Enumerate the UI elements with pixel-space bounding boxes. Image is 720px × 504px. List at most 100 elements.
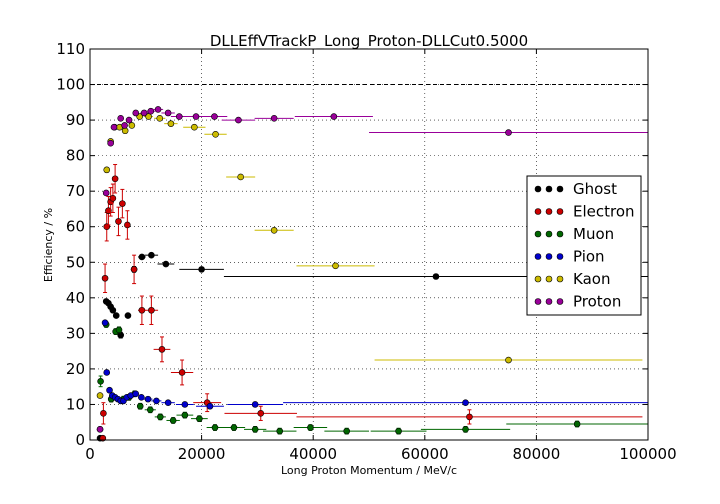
y-tick-label: 60 bbox=[66, 218, 85, 236]
y-tick-label: 50 bbox=[66, 253, 85, 271]
legend-marker bbox=[545, 253, 553, 260]
data-point bbox=[169, 417, 177, 424]
data-point bbox=[125, 116, 133, 124]
data-point bbox=[140, 109, 148, 117]
data-point bbox=[462, 399, 469, 406]
data-point bbox=[112, 312, 120, 319]
data-point bbox=[106, 386, 113, 394]
data-point bbox=[198, 266, 205, 273]
y-tick-label: 70 bbox=[66, 182, 85, 200]
legend-label: Ghost bbox=[573, 180, 617, 198]
data-point bbox=[130, 266, 138, 273]
legend-marker bbox=[545, 298, 553, 305]
data-point bbox=[138, 394, 145, 401]
data-point bbox=[103, 166, 111, 174]
data-point bbox=[211, 113, 218, 120]
data-point bbox=[107, 139, 114, 147]
x-tick-label: 100000 bbox=[619, 445, 676, 463]
data-point bbox=[235, 116, 242, 124]
data-point bbox=[119, 200, 126, 207]
data-point bbox=[144, 395, 152, 403]
y-tick-label: 0 bbox=[75, 431, 85, 449]
legend-marker bbox=[545, 185, 553, 193]
legend-marker bbox=[556, 230, 564, 238]
data-point bbox=[251, 426, 259, 433]
x-tick-label: 40000 bbox=[289, 445, 337, 463]
data-point bbox=[138, 306, 146, 314]
legend-marker bbox=[534, 275, 542, 283]
legend-item-proton: Proton bbox=[534, 293, 621, 311]
legend-marker bbox=[556, 253, 564, 260]
legend-item-muon: Muon bbox=[534, 225, 614, 243]
data-point bbox=[175, 113, 183, 120]
data-point bbox=[96, 392, 104, 399]
legend-marker bbox=[534, 230, 542, 238]
data-point bbox=[211, 424, 219, 431]
data-point bbox=[156, 115, 164, 122]
data-point bbox=[148, 251, 155, 259]
y-axis-label: Efficiency / % bbox=[42, 208, 55, 282]
legend-label: Muon bbox=[573, 225, 614, 243]
data-point bbox=[154, 106, 162, 113]
data-point bbox=[505, 356, 512, 364]
data-point bbox=[110, 123, 118, 131]
legend-marker bbox=[534, 208, 542, 215]
data-point bbox=[343, 427, 350, 435]
data-point bbox=[276, 427, 284, 435]
data-point bbox=[132, 390, 140, 398]
y-tick-label: 30 bbox=[66, 324, 85, 342]
data-point bbox=[237, 173, 244, 181]
legend: Ghost Electron Muon Pion Kaon Proton bbox=[526, 175, 642, 316]
legend-marker bbox=[545, 230, 553, 238]
data-point bbox=[206, 402, 214, 410]
plot-frame bbox=[89, 48, 649, 441]
data-point bbox=[178, 369, 186, 376]
data-point bbox=[573, 420, 581, 428]
data-point bbox=[128, 122, 136, 129]
data-point bbox=[505, 129, 512, 136]
legend-box bbox=[526, 175, 642, 316]
data-point bbox=[102, 189, 110, 197]
legend-marker bbox=[556, 275, 564, 283]
data-point bbox=[136, 402, 144, 410]
data-point bbox=[192, 113, 200, 120]
series-pion bbox=[96, 319, 648, 433]
y-tick-label: 40 bbox=[66, 289, 85, 307]
data-point bbox=[111, 175, 119, 183]
y-tick-label: 10 bbox=[66, 395, 85, 413]
axes: 0 20000 40000 60000 80000 100000 0 10 20 30 40 50 60… bbox=[56, 40, 676, 463]
data-point bbox=[124, 312, 132, 319]
data-point bbox=[332, 262, 339, 270]
y-tick-label: 80 bbox=[66, 147, 85, 165]
data-point bbox=[97, 378, 104, 385]
series-proton bbox=[96, 106, 648, 433]
data-point bbox=[101, 319, 109, 327]
x-tick-label: 80000 bbox=[513, 445, 561, 463]
legend-marker bbox=[545, 275, 553, 283]
data-point bbox=[307, 424, 314, 431]
data-point bbox=[181, 411, 189, 419]
data-point bbox=[124, 221, 131, 229]
y-tick-label: 110 bbox=[56, 40, 85, 58]
data-point bbox=[164, 399, 172, 406]
data-point bbox=[167, 120, 175, 127]
data-point bbox=[100, 410, 107, 417]
x-tick-label: 20000 bbox=[178, 445, 226, 463]
data-point bbox=[109, 194, 117, 202]
data-point bbox=[138, 253, 146, 261]
data-point bbox=[109, 306, 117, 314]
x-tick-label: 60000 bbox=[401, 445, 449, 463]
data-point bbox=[462, 426, 469, 433]
legend-item-kaon: Kaon bbox=[534, 270, 610, 288]
data-point bbox=[153, 397, 160, 405]
data-point bbox=[146, 406, 154, 414]
data-point bbox=[147, 107, 155, 115]
data-point bbox=[181, 401, 189, 408]
data-point bbox=[162, 260, 170, 268]
legend-item-ghost: Ghost bbox=[534, 180, 617, 198]
data-point bbox=[121, 122, 128, 129]
y-tick-label: 20 bbox=[66, 360, 85, 378]
legend-item-pion: Pion bbox=[534, 248, 605, 266]
legend-marker bbox=[534, 253, 542, 260]
